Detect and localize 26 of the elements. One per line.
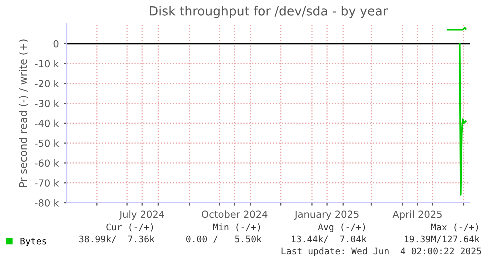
text: 19.39M/127.64k [404,236,480,244]
text: Max (-/+) [431,224,478,232]
text: Cur (-/+) [106,224,154,232]
y-tick-label: 0 [54,40,59,48]
y-tick-label: -30 k [35,100,60,108]
text: Last update: Wed Jun 4 02:00:22 2025 [282,248,482,256]
x-tick-label: July 2024 [119,210,164,220]
text: Avg (-/+) [318,224,366,232]
x-tick-label: October 2024 [202,210,268,218]
text: Min (-/+) [213,224,260,232]
text: 13.44k/ 7.04k [292,236,367,244]
x-tick-label: January 2025 [294,210,359,220]
line-series [459,43,467,196]
y-tick-label: -50 k [35,140,60,148]
legend-label: Bytes [20,238,46,246]
y-axis-title: Pr second read (-) / write (+) [19,40,28,188]
text: 0.00 / 5.50k [186,236,262,244]
y-tick-label: -70 k [35,179,60,187]
text: 38.99k/ 7.36k [80,236,155,244]
y-tick-label: -20 k [35,80,60,88]
y-tick-label: -10 k [35,60,60,68]
y-tick-label: -80 k [35,199,60,207]
chart-title: Disk throughput for /dev/sda - by year [150,6,388,18]
y-tick-label: -60 k [35,160,60,168]
y-tick-label: -40 k [35,120,60,128]
x-tick-label: April 2025 [392,210,442,220]
